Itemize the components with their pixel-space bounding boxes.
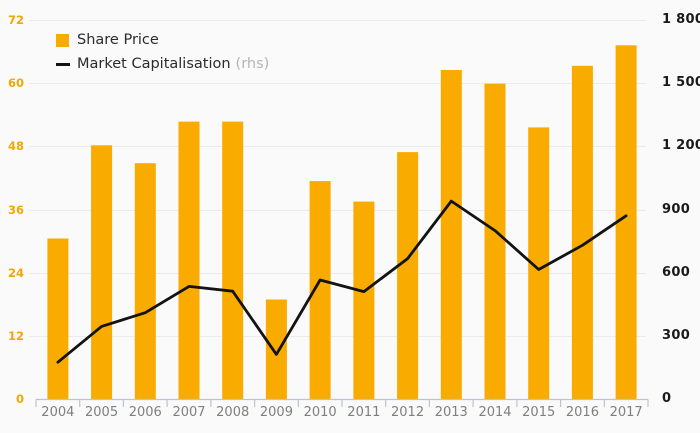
x-axis-label-2016: 2016 (565, 405, 599, 420)
y-axis-left-label-36: 36 (7, 202, 24, 217)
bar-2005[interactable] (91, 145, 113, 399)
y-axis-left-label-48: 48 (7, 139, 24, 154)
bar-2007[interactable] (178, 121, 200, 399)
x-axis-label-2013: 2013 (434, 405, 468, 420)
legend-rhs-suffix: (rhs) (235, 56, 270, 72)
x-axis-label-2011: 2011 (347, 405, 381, 420)
bar-series-swatch-icon (56, 33, 69, 47)
line-series-swatch-icon (56, 62, 70, 66)
bar-2017[interactable] (615, 45, 637, 400)
y-axis-left-label-24: 24 (7, 265, 24, 280)
bar-2016[interactable] (571, 65, 593, 400)
y-axis-right-label-300: 300 (662, 327, 691, 343)
legend-item-share-price[interactable]: Share Price (56, 28, 269, 52)
y-axis-left-label-72: 72 (7, 13, 24, 27)
legend-item-market-cap[interactable]: Market Capitalisation (rhs) (56, 52, 269, 76)
bar-2013[interactable] (440, 70, 462, 399)
x-axis-label-2010: 2010 (303, 405, 337, 420)
x-axis-label-2004: 2004 (41, 405, 75, 420)
x-axis-label-2008: 2008 (216, 405, 250, 420)
y-axis-right-label-0: 0 (662, 391, 672, 406)
y-axis-left-label-0: 0 (15, 392, 24, 406)
y-axis-right-label-600: 600 (662, 264, 691, 280)
bar-2012[interactable] (397, 152, 419, 399)
y-axis-left-label-12: 12 (7, 328, 24, 343)
bar-2011[interactable] (353, 201, 375, 399)
legend-share-price-label: Share Price (77, 32, 159, 48)
x-axis-label-2005: 2005 (85, 405, 119, 420)
bar-2015[interactable] (528, 127, 550, 400)
bar-2006[interactable] (134, 163, 156, 399)
bar-2004[interactable] (47, 238, 69, 400)
bar-2014[interactable] (484, 83, 506, 399)
y-axis-right-label-1200: 1 200 (662, 138, 700, 154)
legend: Share Price Market Capitalisation (rhs) (56, 28, 269, 76)
x-axis-label-2006: 2006 (128, 405, 162, 420)
market-cap-line[interactable] (56, 199, 628, 364)
x-axis-label-2014: 2014 (478, 405, 512, 420)
bar-2010[interactable] (309, 181, 331, 399)
x-axis-label-2015: 2015 (522, 405, 556, 420)
x-axis-label-2007: 2007 (172, 405, 206, 420)
bar-2008[interactable] (222, 121, 244, 399)
y-axis-right-label-1800: 1 800 (662, 12, 700, 27)
x-axis-label-2012: 2012 (391, 405, 425, 420)
y-axis-left-label-60: 60 (7, 76, 24, 91)
legend-market-cap-label: Market Capitalisation (77, 56, 231, 72)
y-axis-right-label-900: 900 (662, 201, 691, 217)
x-axis-label-2009: 2009 (259, 405, 293, 420)
bar-2009[interactable] (265, 299, 287, 400)
x-axis-label-2017: 2017 (609, 405, 643, 420)
y-axis-right-label-1500: 1 500 (662, 75, 700, 91)
